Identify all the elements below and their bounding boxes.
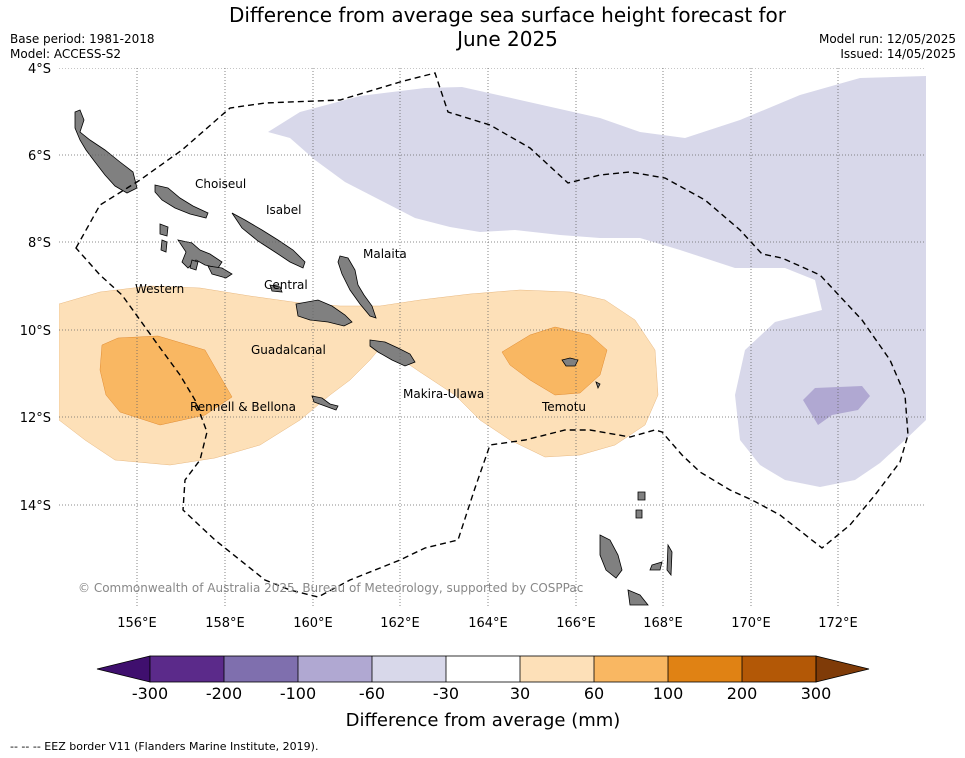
colorbar-tick-5: 30: [510, 684, 530, 703]
lon-label-164e: 164°E: [468, 616, 508, 631]
meta-left: Base period: 1981-2018 Model: ACCESS-S2: [10, 32, 155, 62]
colorbar-tick-4: -30: [433, 684, 459, 703]
island-espiritu-santo: [599, 534, 623, 579]
colorbar-tick-2: -100: [280, 684, 316, 703]
island-ranongga: [160, 239, 168, 253]
colorbar-tick-9: 300: [801, 684, 832, 703]
colorbar-tick-1: -200: [206, 684, 242, 703]
lat-axis-labels: 4°S 6°S 8°S 10°S 12°S 14°S: [20, 62, 51, 514]
lon-label-156e: 156°E: [117, 616, 157, 631]
lon-label-160e: 160°E: [293, 616, 333, 631]
colorbar-bin-3: [298, 656, 372, 682]
colorbar-tick-8: 200: [727, 684, 758, 703]
meta-right: Model run: 12/05/2025 Issued: 14/05/2025: [819, 32, 956, 62]
island-vanua-lava: [635, 509, 643, 519]
colorbar: -300 -200 -100 -60 -30 30 60 100 200 300…: [96, 655, 870, 731]
colorbar-tick-6: 60: [584, 684, 604, 703]
island-gaua: [637, 491, 646, 501]
island-rennell: [311, 395, 339, 411]
label-makira-ulawa: Makira-Ulawa: [403, 387, 484, 401]
model-name: Model: ACCESS-S2: [10, 47, 122, 61]
colorbar-extend-left: [96, 655, 151, 683]
label-temotu: Temotu: [541, 400, 586, 414]
islands: [74, 109, 673, 606]
island-vanikoro: [595, 381, 601, 390]
province-labels: Choiseul Isabel Malaita Western Central …: [135, 177, 586, 414]
colorbar-label: Difference from average (mm): [346, 710, 621, 731]
island-new-georgia: [177, 239, 223, 269]
model-run: Model run: 12/05/2025: [818, 32, 956, 46]
lon-axis-labels: 156°E 158°E 160°E 162°E 164°E 166°E 168°…: [117, 616, 858, 631]
lon-label-172e: 172°E: [818, 616, 858, 631]
colorbar-bin-5: [446, 656, 520, 682]
island-vella-lavella: [159, 223, 169, 237]
colorbar-tick-3: -60: [359, 684, 385, 703]
lat-label-10s: 10°S: [20, 324, 51, 339]
island-bougainville: [74, 109, 138, 194]
island-russell: [269, 284, 283, 293]
island-tetepare: [207, 265, 233, 279]
label-western: Western: [135, 282, 184, 296]
issued-date: Issued: 14/05/2025: [840, 47, 956, 61]
island-makira: [369, 339, 416, 367]
island-pentecost: [649, 561, 663, 571]
label-guadalcanal: Guadalcanal: [251, 343, 326, 357]
lon-label-168e: 168°E: [643, 616, 683, 631]
label-malaita: Malaita: [363, 247, 407, 261]
label-choiseul: Choiseul: [195, 177, 246, 191]
lat-label-14s: 14°S: [20, 499, 51, 514]
base-period: Base period: 1981-2018: [10, 32, 155, 46]
colorbar-bin-6: [520, 656, 594, 682]
lat-label-4s: 4°S: [28, 62, 51, 77]
map-area: Choiseul Isabel Malaita Western Central …: [59, 68, 926, 606]
colorbar-bin-4: [372, 656, 446, 682]
graticule: [59, 68, 926, 606]
eez-border: [75, 72, 909, 598]
island-rendova: [189, 259, 199, 271]
positive-anomaly-core-west: [99, 335, 233, 426]
colorbar-bin-1: [150, 656, 224, 682]
colorbar-bin-9: [742, 656, 816, 682]
island-malaita: [337, 255, 377, 319]
lat-label-8s: 8°S: [28, 236, 51, 251]
title-line-2: June 2025: [457, 27, 558, 51]
lon-label-158e: 158°E: [205, 616, 245, 631]
label-isabel: Isabel: [266, 203, 301, 217]
colorbar-bin-2: [224, 656, 298, 682]
island-ndende: [561, 357, 579, 367]
colorbar-tick-7: 100: [653, 684, 684, 703]
lat-label-6s: 6°S: [28, 149, 51, 164]
island-maewo: [666, 543, 673, 577]
colorbar-tick-0: -300: [132, 684, 168, 703]
lon-label-162e: 162°E: [380, 616, 420, 631]
lon-label-170e: 170°E: [731, 616, 771, 631]
island-guadalcanal: [295, 299, 353, 327]
chart-title: Difference from average sea surface heig…: [180, 3, 835, 51]
colorbar-extend-right: [815, 655, 870, 683]
positive-anomaly-region: [59, 285, 659, 466]
positive-anomaly-core-east: [501, 326, 608, 396]
label-rennell-bellona: Rennell & Bellona: [190, 400, 296, 414]
lat-label-12s: 12°S: [20, 411, 51, 426]
island-malekula: [627, 589, 649, 606]
negative-anomaly-core: [803, 386, 870, 425]
negative-anomaly-region-north: [268, 76, 926, 487]
colorbar-bin-7: [594, 656, 668, 682]
label-central: Central: [264, 278, 308, 292]
colorbar-bin-8: [668, 656, 742, 682]
island-isabel: [231, 212, 306, 269]
eez-legend-note: -- -- -- EEZ border V11 (Flanders Marine…: [10, 740, 319, 753]
copyright-notice: © Commonwealth of Australia 2025, Bureau…: [78, 581, 583, 595]
colorbar-outline: [149, 655, 817, 683]
title-line-1: Difference from average sea surface heig…: [228, 3, 787, 27]
lon-label-166e: 166°E: [556, 616, 596, 631]
island-choiseul: [154, 184, 209, 219]
